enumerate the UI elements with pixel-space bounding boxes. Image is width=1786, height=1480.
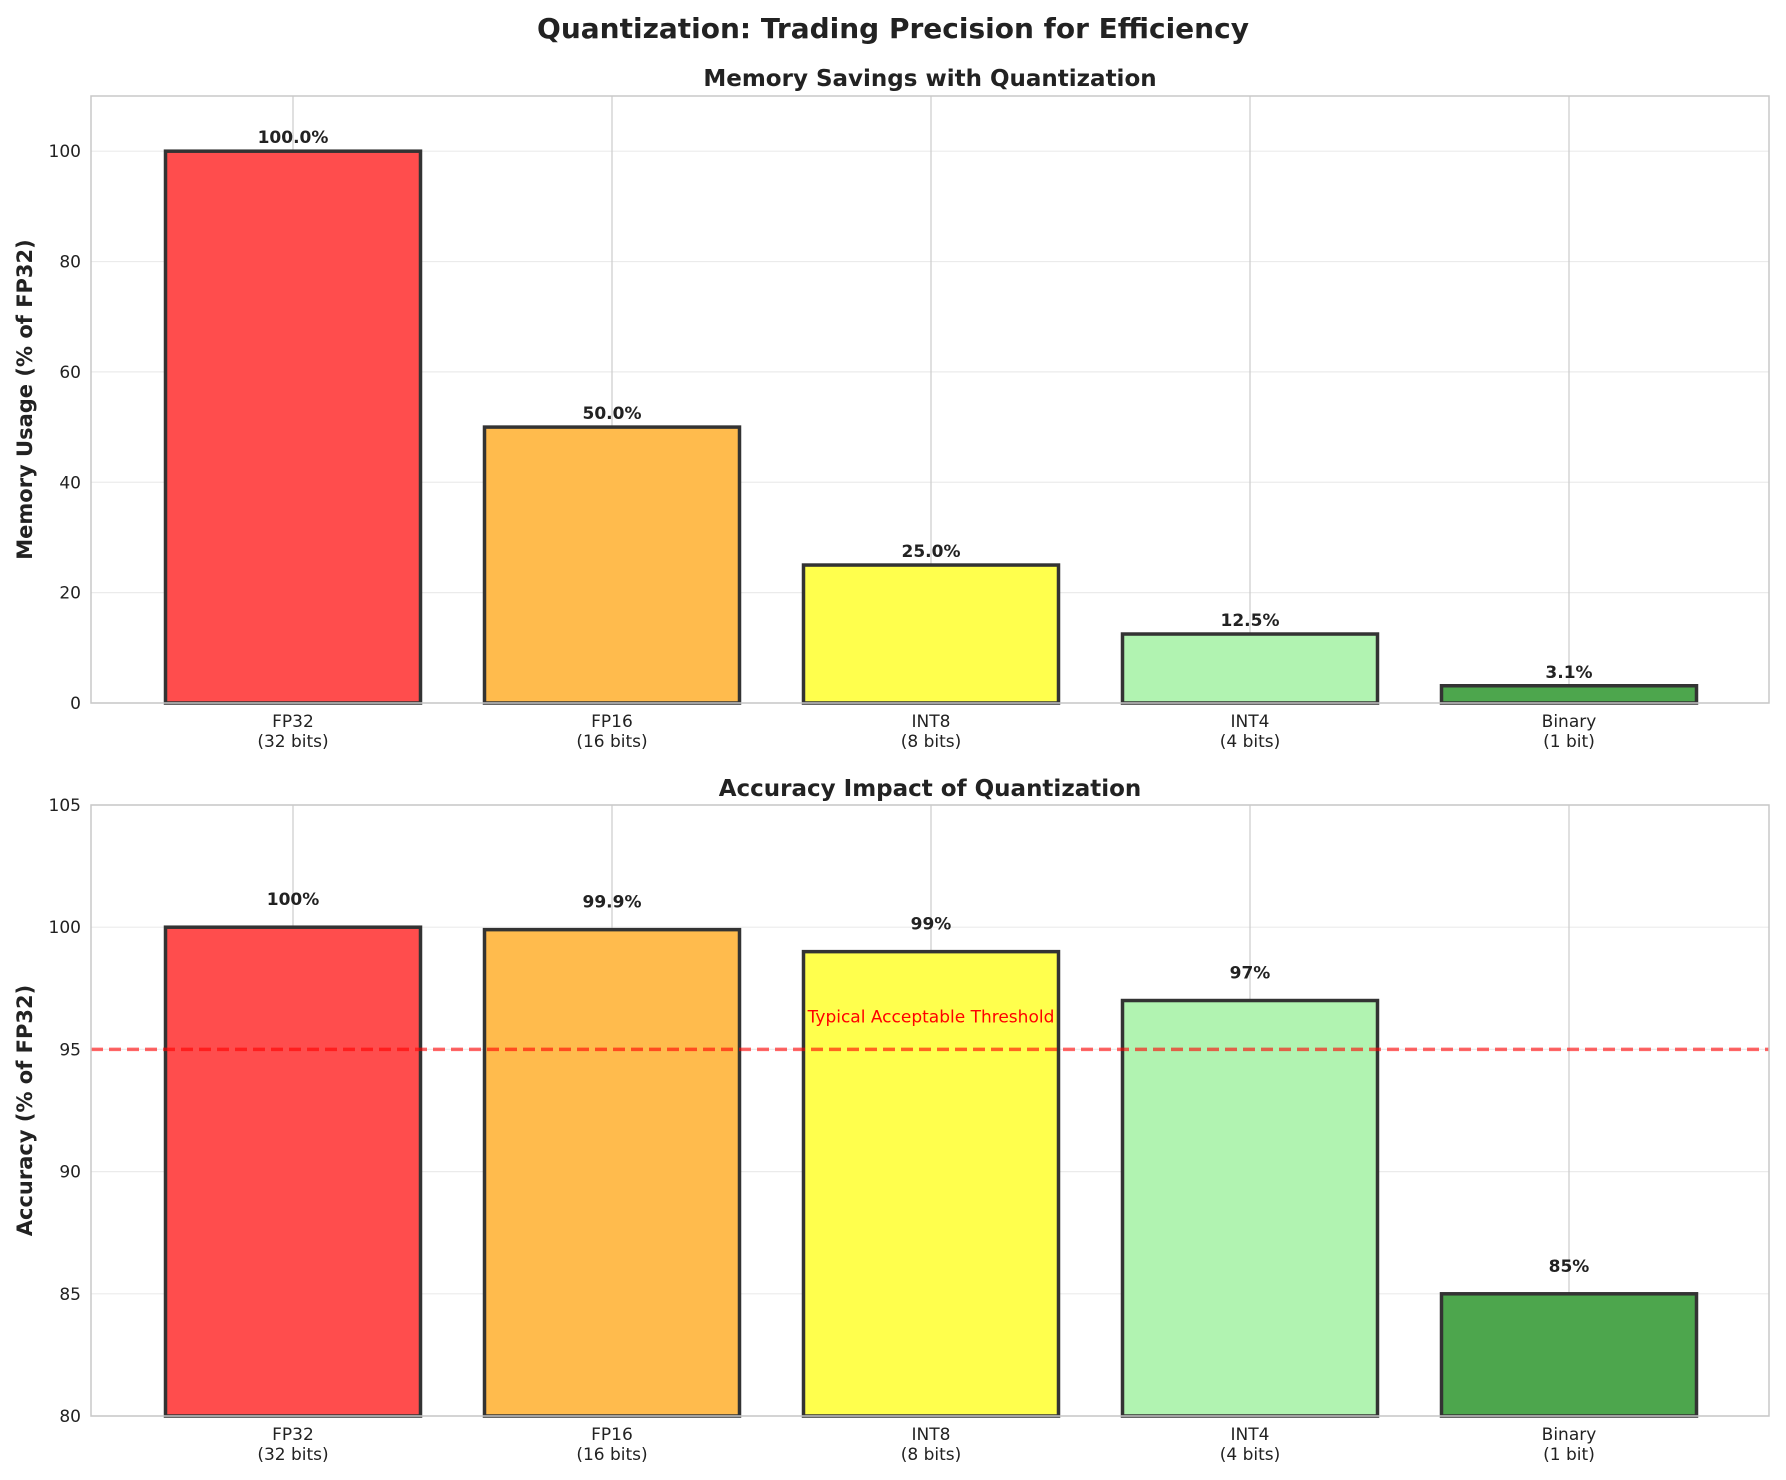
y-axis-label: Memory Usage (% of FP32) [13,239,37,560]
y-tick-label: 95 [59,1040,81,1060]
x-tick-label: FP32 (32 bits) [257,1425,328,1465]
suptitle: Quantization: Trading Precision for Effi… [537,12,1249,45]
y-tick-label: 100 [49,142,81,162]
bar-int8 [801,563,1061,705]
bar-fp32 [163,925,423,1418]
y-axis-label: Accuracy (% of FP32) [13,985,37,1236]
y-tick-label: 90 [59,1163,81,1183]
y-tick-label: 80 [59,1407,81,1427]
bar-int4 [1120,998,1380,1418]
y-tick-label: 85 [59,1285,81,1305]
accuracy-chart: 80 85 90 95 100 105 100% FP32 (32 bits) 99.9% FP16… [13,776,1770,1465]
data-label: 97% [1230,964,1271,984]
x-tick-label: FP32 (32 bits) [257,712,328,752]
bar-fp32 [163,149,423,705]
bar-int8 [801,949,1061,1418]
bar-fp16 [482,927,742,1418]
data-label: 100.0% [258,128,329,148]
x-tick-label: FP16 (16 bits) [576,1425,647,1465]
data-label: 85% [1549,1257,1590,1277]
y-tick-label: 20 [59,584,81,604]
chart-title: Accuracy Impact of Quantization [719,776,1142,802]
data-label: 100% [267,890,320,910]
x-tick-label: Binary (1 bit) [1542,712,1597,752]
y-tick-label: 40 [59,473,81,493]
threshold-label: Typical Acceptable Threshold [807,1008,1055,1028]
y-tick-label: 80 [59,253,81,273]
axes-frame [90,804,1770,1417]
data-label: 99.9% [583,893,642,913]
bar-binary [1439,1292,1699,1418]
data-label: 12.5% [1221,611,1280,631]
y-tick-label: 0 [70,694,81,714]
x-tick-label: INT8 (8 bits) [901,1425,962,1465]
y-tick-label: 100 [49,918,81,938]
x-tick-label: Binary (1 bit) [1542,1425,1597,1465]
chart-title: Memory Savings with Quantization [703,66,1156,92]
axes-frame [90,95,1770,704]
x-tick-label: INT8 (8 bits) [901,712,962,752]
memory-chart: 0 20 40 60 80 100 100.0% FP32 (32 bits) 50.0% FP16… [13,66,1770,752]
data-label: 99% [911,915,952,935]
data-label: 25.0% [902,542,961,562]
y-tick-label: 105 [49,796,81,816]
bar-binary [1439,684,1699,705]
data-label: 50.0% [583,404,642,424]
x-tick-label: INT4 (4 bits) [1220,712,1281,752]
bar-int4 [1120,632,1380,705]
data-label: 3.1% [1545,663,1592,683]
x-tick-label: FP16 (16 bits) [576,712,647,752]
y-tick-label: 60 [59,363,81,383]
x-tick-label: INT4 (4 bits) [1220,1425,1281,1465]
bar-fp16 [482,425,742,705]
